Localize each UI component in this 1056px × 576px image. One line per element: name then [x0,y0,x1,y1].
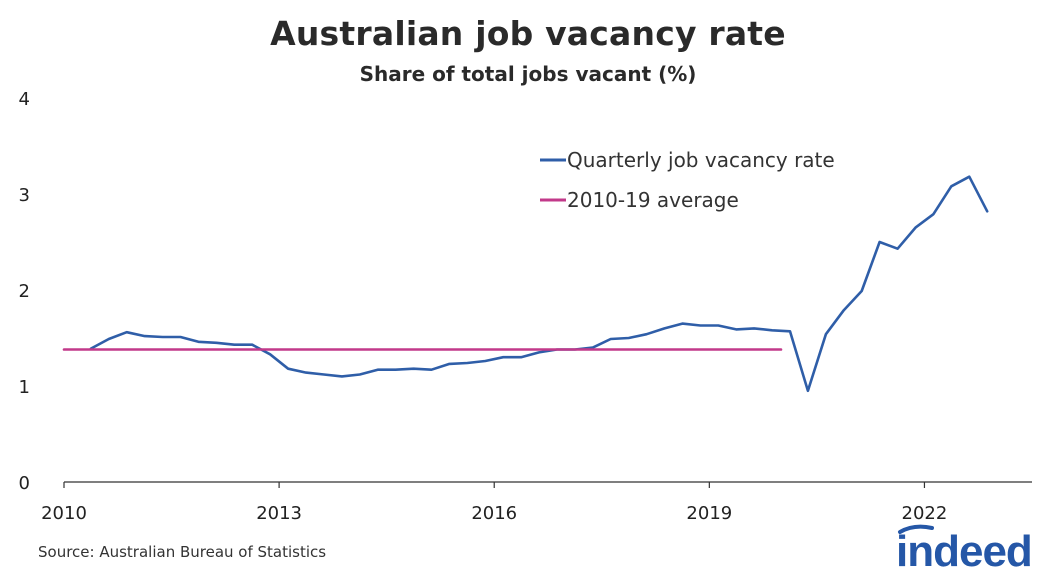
source-note: Source: Australian Bureau of Statistics [38,543,327,561]
chart-subtitle: Share of total jobs vacant (%) [359,62,697,86]
chart-title: Australian job vacancy rate [270,14,786,53]
indeed-logo-text: indeed [896,527,1032,576]
vacancy-rate-line [89,175,989,393]
y-tick-label: 3 [19,185,30,206]
y-tick-label: 2 [19,281,30,302]
x-tick-label: 2010 [41,503,87,524]
legend-label: Quarterly job vacancy rate [567,148,835,172]
x-tick-label: 2013 [256,503,302,524]
indeed-logo[interactable]: indeed [892,522,1052,576]
y-tick-label: 4 [19,89,30,110]
x-tick-label: 2016 [471,503,517,524]
x-tick-label: 2019 [686,503,732,524]
y-tick-label: 1 [19,377,30,398]
y-tick-label: 0 [19,473,30,494]
legend-label: 2010-19 average [567,188,739,212]
x-tick-label: 2022 [902,503,948,524]
